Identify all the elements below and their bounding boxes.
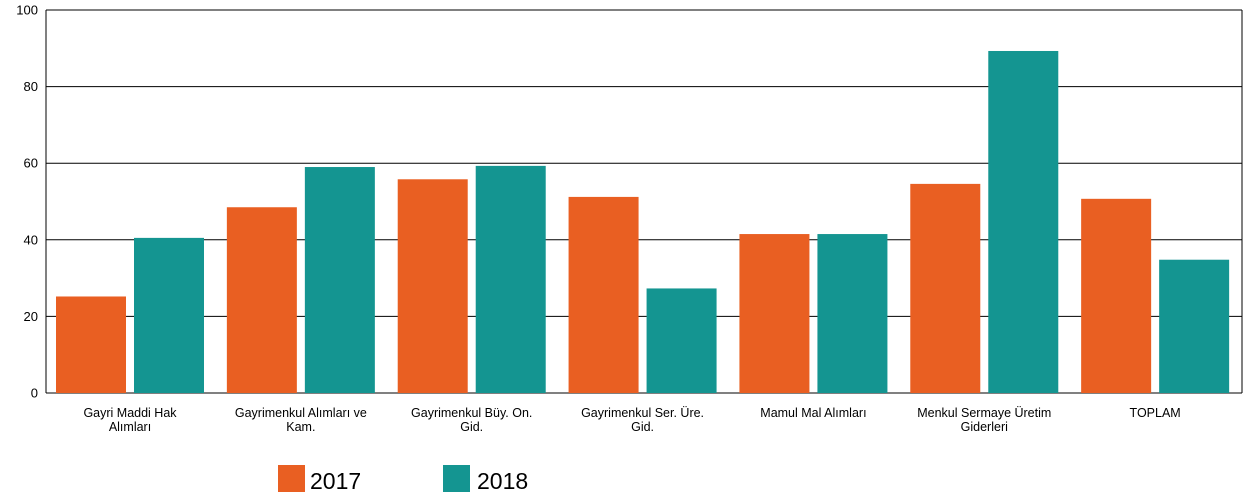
- legend-swatch-2018: [443, 465, 470, 492]
- x-category-label: Mamul Mal Alımları: [760, 406, 866, 420]
- bar-2017-0: [56, 296, 126, 393]
- x-category-label: Gayrimenkul Ser. Üre. Gid.: [581, 406, 704, 434]
- legend-swatch-2017: [278, 465, 305, 492]
- bar-2018-5: [988, 50, 1059, 394]
- legend-label-2018: 2018: [477, 468, 528, 492]
- x-category-label: Menkul Sermaye Üretim Giderleri: [917, 406, 1051, 434]
- bar-2017-1: [226, 207, 297, 393]
- bar-2017-5: [910, 183, 981, 393]
- bar-2017-2: [397, 179, 468, 393]
- legend: 2017 2018: [278, 465, 528, 492]
- bar-2018-2: [475, 165, 546, 393]
- y-tick-label: 40: [24, 232, 38, 247]
- y-tick-label: 20: [24, 309, 38, 324]
- bar-2017-6: [1081, 198, 1152, 393]
- legend-label-2017: 2017: [310, 468, 361, 492]
- plot-frame: [45, 10, 1243, 393]
- x-category-label: Gayrimenkul Büy. On. Gid.: [411, 406, 532, 434]
- x-axis-labels: Gayri Maddi Hak Alımları Gayrimenkul Alıml…: [83, 406, 1180, 434]
- y-tick-label: 100: [16, 3, 38, 18]
- bar-2017-3: [568, 196, 639, 393]
- y-axis-ticks: 0 20 40 60 80 100: [16, 3, 38, 401]
- bar-2018-1: [304, 167, 375, 393]
- x-category-label: Gayri Maddi Hak Alımları: [83, 406, 177, 434]
- bar-2018-4: [817, 234, 888, 393]
- x-category-label: Gayrimenkul Alımları ve Kam.: [235, 406, 367, 434]
- bar-2017-4: [739, 234, 810, 393]
- bar-2018-3: [646, 288, 717, 393]
- y-tick-label: 0: [31, 386, 38, 401]
- y-tick-label: 80: [24, 79, 38, 94]
- grid-lines: [46, 9, 1242, 394]
- bars: [56, 50, 1230, 394]
- x-category-label: TOPLAM: [1130, 406, 1181, 420]
- bar-2018-0: [134, 237, 204, 393]
- bar-2018-6: [1159, 259, 1230, 393]
- y-tick-label: 60: [24, 156, 38, 171]
